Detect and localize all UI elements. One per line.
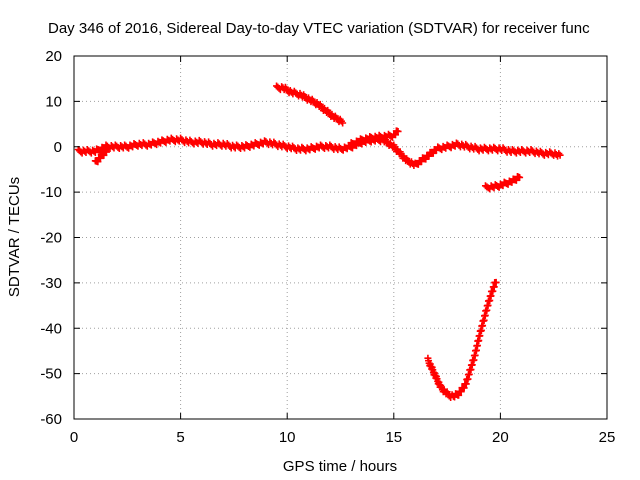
x-tick-label: 10 bbox=[279, 429, 296, 446]
data-point bbox=[516, 173, 524, 181]
data-point bbox=[455, 391, 463, 399]
data-point bbox=[492, 278, 500, 286]
x-axis-label: GPS time / hours bbox=[283, 458, 397, 475]
y-tick-label: -40 bbox=[40, 320, 62, 337]
data-point bbox=[339, 119, 347, 127]
x-tick-label: 20 bbox=[492, 429, 509, 446]
y-axis-label: SDTVAR / TECUs bbox=[6, 177, 23, 297]
y-tick-label: -20 bbox=[40, 230, 62, 247]
x-tick-label: 15 bbox=[385, 429, 402, 446]
series-upper-arc bbox=[273, 82, 347, 127]
x-tick-label: 5 bbox=[176, 429, 184, 446]
data-point bbox=[102, 148, 110, 156]
series-layer bbox=[74, 82, 564, 402]
series-deep-arc bbox=[424, 278, 500, 402]
data-point bbox=[394, 127, 402, 135]
data-point bbox=[429, 149, 437, 157]
series-lower-segment bbox=[481, 173, 524, 193]
x-tick-label: 25 bbox=[599, 429, 616, 446]
series-start-tail bbox=[91, 144, 112, 166]
y-tick-label: 20 bbox=[45, 48, 62, 65]
y-tick-label: -30 bbox=[40, 275, 62, 292]
data-point bbox=[425, 152, 433, 160]
chart-title: Day 346 of 2016, Sidereal Day-to-day VTE… bbox=[48, 20, 590, 37]
y-tick-label: 0 bbox=[54, 139, 62, 156]
data-point bbox=[556, 151, 564, 159]
y-tick-label: -60 bbox=[40, 411, 62, 428]
ticks: 0 5 10 15 20 25 -60 -50 -40 -30 -20 -10 0 10 20 bbox=[40, 48, 615, 446]
data-point bbox=[457, 388, 465, 396]
y-tick-label: -10 bbox=[40, 184, 62, 201]
x-tick-label: 0 bbox=[70, 429, 78, 446]
y-tick-label: 10 bbox=[45, 93, 62, 110]
y-tick-label: -50 bbox=[40, 366, 62, 383]
series-secondary-arc bbox=[347, 127, 402, 149]
data-point bbox=[104, 144, 112, 152]
